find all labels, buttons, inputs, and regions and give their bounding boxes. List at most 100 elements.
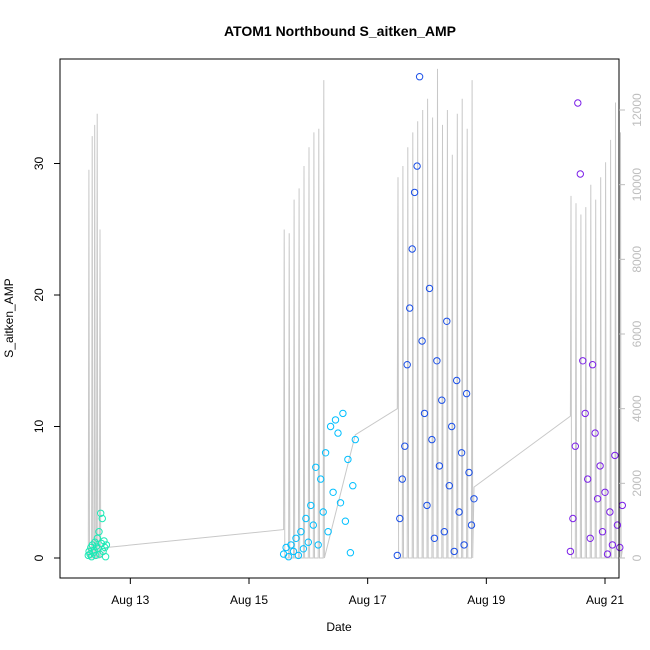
scatter-point	[102, 541, 111, 549]
scatter-point	[406, 304, 414, 312]
scatter-point	[324, 528, 332, 536]
scatter-point	[90, 546, 98, 554]
y-axis-left: 0 10 20 30	[32, 157, 60, 561]
scatter-point	[613, 521, 622, 529]
scatter-point	[339, 409, 347, 418]
scatter-point	[428, 435, 436, 444]
scatter-point	[606, 508, 614, 516]
plot-frame	[59, 58, 620, 579]
scatter-point	[588, 361, 597, 369]
scatter-point	[598, 528, 607, 536]
scatter-point	[289, 547, 298, 556]
scatter-point	[319, 508, 327, 516]
scatter-point	[408, 245, 416, 253]
scatter-point	[92, 551, 100, 560]
scatter-point	[87, 553, 96, 561]
scatter-point	[418, 337, 426, 345]
scatter-point	[98, 514, 107, 523]
scatter-point	[331, 416, 340, 424]
scatter-point	[596, 462, 604, 470]
scatter-point	[455, 508, 463, 516]
scatter-point	[351, 435, 359, 444]
y2-tick-label: 10000	[630, 168, 644, 202]
scatter-point	[465, 468, 473, 477]
scatter-point	[299, 545, 308, 553]
scatter-point	[317, 475, 325, 483]
scatter-point	[443, 317, 451, 325]
scatter-point	[309, 521, 317, 529]
scatter-point	[445, 482, 453, 490]
y2-tick-label: 4000	[630, 395, 644, 422]
scatter-point	[403, 361, 411, 369]
scatter-point	[334, 429, 342, 437]
scatter-point	[571, 442, 579, 450]
scatter-point	[574, 99, 582, 107]
scatter-point	[410, 188, 419, 197]
scatter-point	[593, 495, 602, 503]
scatter-point	[603, 550, 612, 558]
scatter-point	[457, 449, 466, 457]
y-tick-label: 20	[32, 288, 46, 302]
scatter-point	[294, 551, 303, 560]
y-tick-label: 0	[32, 554, 46, 561]
scatter-point	[336, 499, 345, 507]
scatter-point	[304, 538, 312, 546]
y2-tick-label: 8000	[630, 246, 644, 273]
scatter-point	[349, 482, 357, 490]
scatter-point	[616, 543, 624, 552]
scatter-point	[314, 541, 322, 549]
scatter-point	[284, 553, 293, 561]
scatter-series-3	[393, 73, 478, 560]
scatter-point	[396, 514, 404, 523]
scatter-point	[401, 442, 409, 450]
scatter-series-2	[279, 409, 359, 561]
x-axis: Aug 13 Aug 15 Aug 17 Aug 19 Aug 21	[111, 578, 624, 607]
scatter-point	[307, 501, 315, 510]
scatter-point	[453, 376, 461, 385]
scatter-point	[566, 547, 575, 556]
scatter-point	[326, 422, 335, 431]
scatter-point	[450, 547, 458, 556]
scatter-point	[95, 528, 103, 536]
x-axis-label: Date	[326, 620, 352, 634]
scatter-point	[591, 429, 599, 437]
scatter-point	[576, 170, 584, 178]
scatter-point	[312, 463, 320, 471]
scatter-point	[93, 534, 102, 542]
x-tick-label: Aug 13	[111, 593, 149, 607]
line-series	[87, 68, 623, 559]
scatter-point	[413, 162, 421, 170]
scatter-point	[423, 501, 431, 510]
scatter-point	[415, 73, 424, 81]
y2-tick-label: 6000	[630, 320, 644, 347]
scatter-point	[569, 514, 577, 523]
y2-tick-label: 12000	[630, 93, 644, 127]
x-tick-label: Aug 21	[586, 593, 624, 607]
scatter-point	[344, 455, 352, 464]
scatter-point	[287, 541, 295, 549]
scatter-point	[321, 449, 330, 457]
scatter-point	[581, 409, 589, 418]
scatter-point	[460, 541, 468, 549]
scatter-point	[438, 396, 446, 404]
scatter-point	[462, 389, 471, 398]
scatter-point	[467, 521, 476, 529]
y2-tick-label: 0	[630, 554, 644, 561]
scatter-point	[608, 541, 617, 549]
scatter-point	[448, 422, 456, 431]
scatter-point	[302, 514, 310, 523]
scatter-point	[470, 495, 478, 503]
scatter-point	[101, 553, 110, 561]
scatter-points-layer	[84, 73, 626, 561]
y2-tick-label: 2000	[630, 470, 644, 497]
scatter-point	[341, 517, 350, 525]
y-axis-label: S_aitken_AMP	[2, 278, 16, 357]
y-tick-label: 30	[32, 157, 46, 171]
scatter-point	[601, 488, 609, 496]
scatter-point	[440, 528, 448, 536]
scatter-point	[346, 549, 355, 557]
y-axis-right: 0 2000 4000 6000 8000 10000 12000	[619, 93, 644, 561]
scatter-point	[425, 284, 434, 293]
scatter-point	[398, 475, 406, 483]
